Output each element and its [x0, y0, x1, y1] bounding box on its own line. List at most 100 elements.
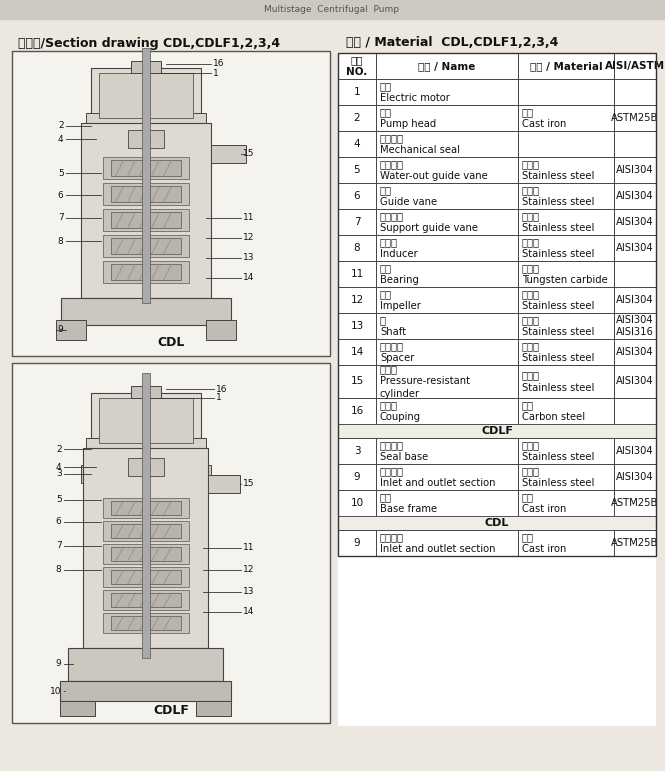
Text: 不锈钢
Stainless steel: 不锈钢 Stainless steel — [522, 341, 595, 363]
Bar — [518, 530, 614, 556]
Bar — [518, 183, 614, 209]
Text: CDL: CDL — [158, 336, 185, 349]
Text: 13: 13 — [243, 588, 254, 597]
Bar — [614, 235, 656, 261]
Bar — [102, 157, 189, 179]
Bar — [83, 448, 208, 648]
Text: 叶轮隔套
Spacer: 叶轮隔套 Spacer — [380, 341, 414, 363]
Bar — [614, 261, 656, 287]
Bar — [110, 186, 181, 202]
Text: 1: 1 — [354, 87, 360, 97]
Bar — [338, 530, 376, 556]
Bar — [110, 524, 181, 538]
Bar — [376, 105, 518, 131]
Bar — [338, 424, 656, 438]
Bar — [518, 490, 614, 516]
Bar — [376, 464, 518, 490]
Text: 进出水段
Inlet and outlet section: 进出水段 Inlet and outlet section — [380, 466, 495, 488]
Bar — [614, 131, 656, 157]
Text: 11: 11 — [243, 544, 254, 553]
Bar — [376, 490, 518, 516]
Text: 9: 9 — [56, 659, 62, 668]
Text: 5: 5 — [56, 496, 62, 504]
Text: 底座
Base frame: 底座 Base frame — [380, 492, 437, 514]
Text: 不锈钢
Stainless steel: 不锈钢 Stainless steel — [522, 315, 595, 337]
Bar — [110, 593, 181, 607]
Bar — [338, 53, 656, 556]
Bar — [205, 320, 235, 340]
Text: 8: 8 — [56, 565, 62, 574]
Bar — [102, 567, 189, 587]
Bar — [86, 438, 205, 460]
Bar — [614, 313, 656, 339]
Bar — [102, 521, 189, 541]
Bar — [12, 51, 330, 356]
Bar — [110, 212, 181, 228]
Text: 材料 / Material: 材料 / Material — [530, 61, 602, 71]
Bar — [614, 339, 656, 365]
Bar — [80, 123, 211, 298]
Bar — [376, 209, 518, 235]
Bar — [56, 320, 86, 340]
Bar — [518, 438, 614, 464]
Bar — [110, 238, 181, 254]
Bar — [376, 398, 518, 424]
Bar — [518, 235, 614, 261]
Bar — [60, 701, 95, 716]
Text: 9: 9 — [58, 325, 64, 335]
Text: 泵头衬里
Seal base: 泵头衬里 Seal base — [380, 439, 428, 462]
Bar — [338, 131, 376, 157]
Text: AISI304: AISI304 — [616, 472, 654, 482]
Text: 耐压筒
Pressure-resistant
cylinder: 耐压筒 Pressure-resistant cylinder — [380, 364, 470, 399]
Bar — [376, 53, 518, 79]
Text: 6: 6 — [58, 190, 64, 200]
Text: 10: 10 — [350, 498, 364, 508]
Text: 不锈钢
Stainless steel: 不锈钢 Stainless steel — [522, 210, 595, 233]
Bar — [110, 570, 181, 584]
Text: 碳化钨
Tungsten carbide: 碳化钨 Tungsten carbide — [522, 263, 608, 285]
Bar — [142, 373, 150, 658]
Bar — [338, 53, 376, 79]
Bar — [518, 79, 614, 105]
Bar — [614, 438, 656, 464]
Bar — [211, 145, 245, 163]
Text: 轴
Shaft: 轴 Shaft — [380, 315, 406, 337]
Bar — [338, 209, 376, 235]
Text: 4: 4 — [354, 139, 360, 149]
Text: 4: 4 — [58, 134, 64, 143]
Bar — [128, 458, 164, 476]
Text: 进出水段
Inlet and outlet section: 进出水段 Inlet and outlet section — [380, 532, 495, 554]
Bar — [376, 261, 518, 287]
Text: 铸铁
Cast iron: 铸铁 Cast iron — [522, 107, 567, 130]
Bar — [102, 183, 189, 205]
Text: 碳钢
Carbon steel: 碳钢 Carbon steel — [522, 400, 585, 423]
Text: 3: 3 — [56, 470, 62, 479]
Text: 6: 6 — [354, 191, 360, 201]
Bar — [614, 105, 656, 131]
Bar — [90, 393, 201, 448]
Text: 1: 1 — [215, 393, 221, 402]
Bar — [128, 130, 164, 148]
Text: 2: 2 — [56, 445, 62, 453]
Text: 出水导叶
Water-out guide vane: 出水导叶 Water-out guide vane — [380, 159, 487, 181]
Text: 2: 2 — [58, 121, 64, 130]
Text: 12: 12 — [243, 234, 254, 243]
Text: 不锈钢
Stainless steel: 不锈钢 Stainless steel — [522, 289, 595, 311]
Text: 8: 8 — [354, 243, 360, 253]
Text: 7: 7 — [354, 217, 360, 227]
Bar — [518, 365, 614, 398]
Bar — [376, 157, 518, 183]
Text: 不锈钢
Stainless steel: 不锈钢 Stainless steel — [522, 237, 595, 259]
Bar — [338, 398, 376, 424]
Text: 16: 16 — [350, 406, 364, 416]
Text: 不锈钢
Stainless steel: 不锈钢 Stainless steel — [522, 439, 595, 462]
Text: 不锈钢
Stainless steel: 不锈钢 Stainless steel — [522, 370, 595, 392]
Bar — [0, 0, 665, 19]
Text: CDLF: CDLF — [481, 426, 513, 436]
Text: ASTM25B: ASTM25B — [611, 113, 659, 123]
Bar — [614, 490, 656, 516]
Text: AISI304: AISI304 — [616, 191, 654, 201]
Text: 16: 16 — [215, 385, 227, 393]
Text: 15: 15 — [243, 480, 254, 489]
Text: 联轴器
Couping: 联轴器 Couping — [380, 400, 421, 423]
